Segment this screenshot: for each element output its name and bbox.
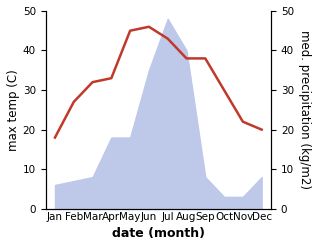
Y-axis label: med. precipitation (kg/m2): med. precipitation (kg/m2) (298, 30, 311, 189)
X-axis label: date (month): date (month) (112, 227, 205, 240)
Y-axis label: max temp (C): max temp (C) (7, 69, 20, 151)
